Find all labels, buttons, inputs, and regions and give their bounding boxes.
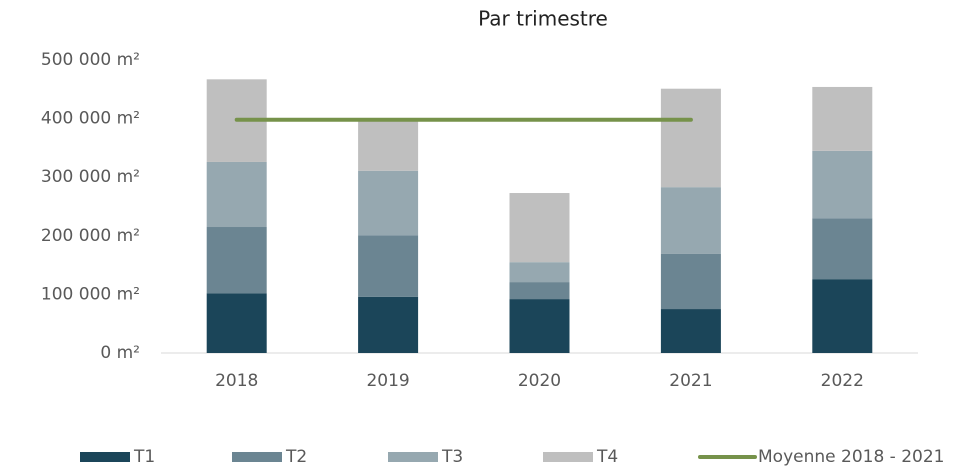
y-tick-label: 500 000 m² bbox=[41, 50, 140, 70]
bar-segment bbox=[812, 279, 873, 353]
chart-title: Par trimestre bbox=[478, 7, 608, 31]
legend-swatch bbox=[388, 452, 438, 462]
legend-label: T4 bbox=[596, 447, 618, 467]
bar-segment bbox=[509, 193, 570, 263]
legend-swatch bbox=[80, 452, 130, 462]
legend-label: T1 bbox=[133, 447, 155, 467]
bar-segment bbox=[358, 296, 419, 353]
bar-segment bbox=[660, 253, 721, 310]
y-tick-label: 0 m² bbox=[100, 343, 140, 363]
bar-segment bbox=[660, 309, 721, 353]
bar-segment bbox=[660, 187, 721, 254]
bar-segment bbox=[358, 118, 419, 171]
x-tick-label: 2018 bbox=[215, 371, 258, 391]
bar-segment bbox=[206, 227, 267, 294]
bar-segment bbox=[206, 161, 267, 228]
legend-swatch bbox=[543, 452, 593, 462]
bar-segment bbox=[812, 150, 873, 219]
bar-segment bbox=[660, 88, 721, 188]
legend-label: T2 bbox=[285, 447, 307, 467]
bar-segment bbox=[509, 262, 570, 283]
x-tick-label: 2019 bbox=[366, 371, 409, 391]
legend-label: Moyenne 2018 - 2021 bbox=[758, 447, 944, 467]
x-tick-label: 2020 bbox=[518, 371, 561, 391]
bar-segment bbox=[358, 170, 419, 236]
x-tick-label: 2022 bbox=[821, 371, 864, 391]
bar-segment bbox=[509, 282, 570, 300]
bar-segment bbox=[812, 218, 873, 280]
bar-segment bbox=[509, 299, 570, 353]
bar-segment bbox=[206, 293, 267, 353]
y-tick-label: 100 000 m² bbox=[41, 284, 140, 304]
x-tick-label: 2021 bbox=[669, 371, 712, 391]
bar-segment bbox=[812, 86, 873, 151]
legend-label: T3 bbox=[441, 447, 463, 467]
y-tick-label: 200 000 m² bbox=[41, 226, 140, 246]
legend-swatch bbox=[232, 452, 282, 462]
y-tick-label: 400 000 m² bbox=[41, 109, 140, 129]
bar-segment bbox=[358, 235, 419, 297]
y-tick-label: 300 000 m² bbox=[41, 167, 140, 187]
